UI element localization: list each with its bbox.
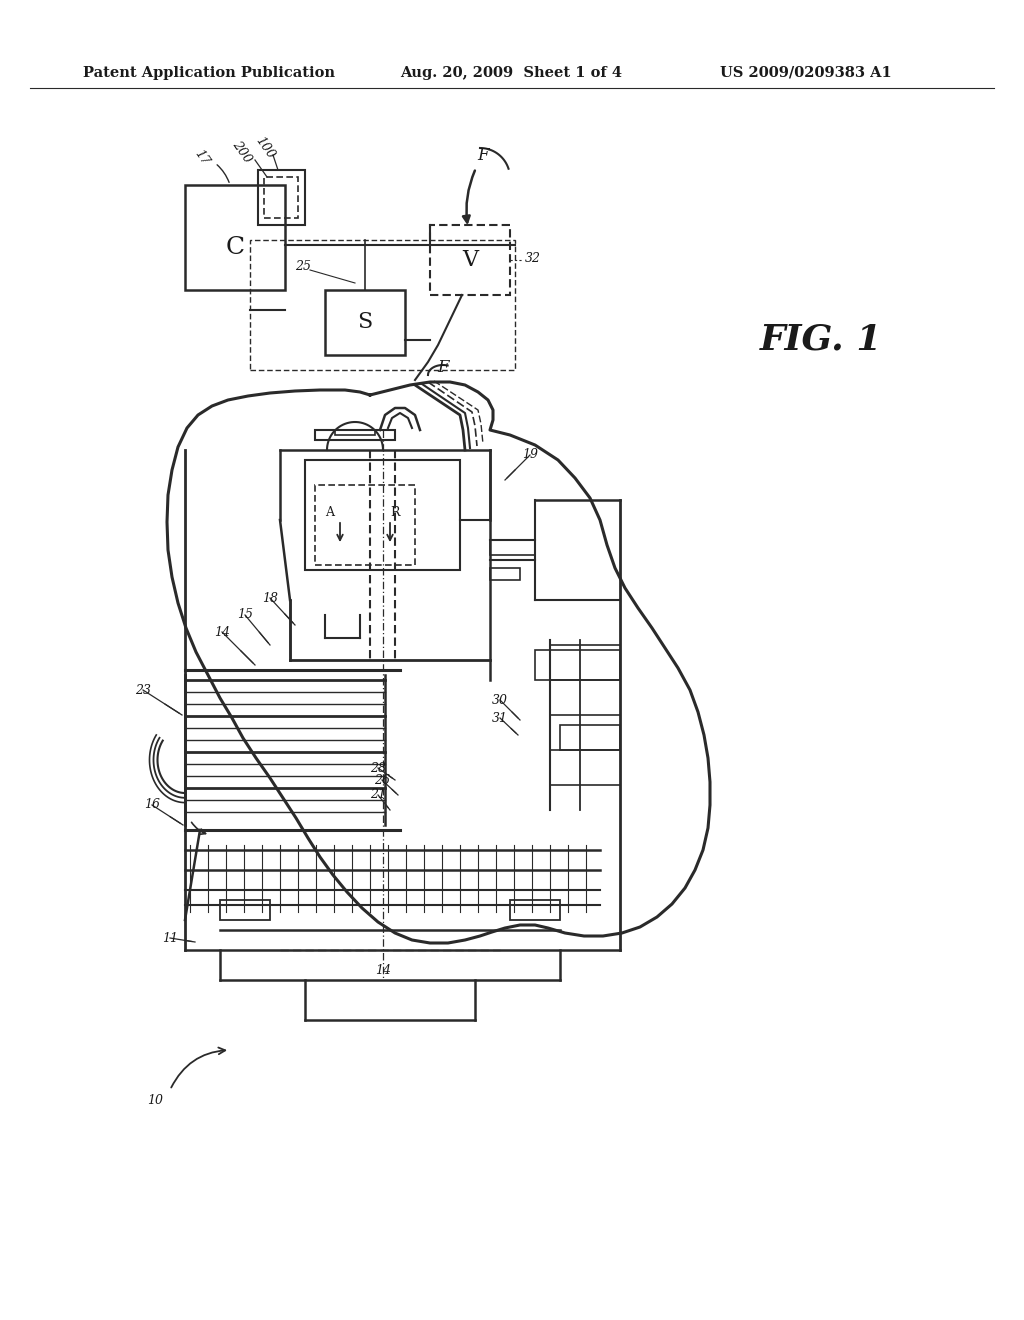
Bar — [490, 540, 535, 554]
Text: 14: 14 — [375, 964, 391, 977]
Text: 30: 30 — [492, 693, 508, 706]
Bar — [560, 725, 620, 750]
Bar — [535, 649, 620, 680]
Text: FIG. 1: FIG. 1 — [760, 323, 883, 356]
Bar — [315, 430, 395, 440]
Text: 100: 100 — [253, 135, 278, 161]
Text: 18: 18 — [262, 591, 278, 605]
Text: US 2009/0209383 A1: US 2009/0209383 A1 — [720, 66, 892, 81]
Text: 16: 16 — [144, 799, 160, 812]
Text: 15: 15 — [237, 609, 253, 622]
Text: C: C — [225, 236, 245, 259]
Text: 11: 11 — [162, 932, 178, 945]
Text: 10: 10 — [147, 1093, 163, 1106]
Text: F: F — [477, 147, 488, 164]
Text: 17: 17 — [193, 148, 212, 168]
Bar — [185, 185, 285, 290]
Text: 23: 23 — [135, 684, 151, 697]
Text: 28: 28 — [370, 762, 386, 775]
Bar — [258, 170, 305, 224]
Text: 200: 200 — [229, 139, 254, 165]
Bar — [220, 900, 270, 920]
Text: 31: 31 — [492, 711, 508, 725]
Text: 26: 26 — [374, 774, 390, 787]
Bar — [510, 900, 560, 920]
Bar — [335, 430, 375, 436]
Text: 32: 32 — [525, 252, 541, 264]
Bar — [264, 177, 298, 218]
Bar — [305, 459, 460, 570]
Text: Patent Application Publication: Patent Application Publication — [83, 66, 335, 81]
Text: A: A — [326, 506, 335, 519]
Text: F: F — [437, 359, 449, 375]
Bar — [315, 484, 415, 565]
Bar — [490, 568, 520, 579]
Text: Aug. 20, 2009  Sheet 1 of 4: Aug. 20, 2009 Sheet 1 of 4 — [400, 66, 622, 81]
Bar — [250, 240, 515, 370]
Bar — [325, 290, 406, 355]
Text: R: R — [390, 506, 399, 519]
Text: 25: 25 — [295, 260, 311, 273]
Text: S: S — [357, 312, 373, 334]
Text: 19: 19 — [522, 449, 538, 462]
Text: 14: 14 — [214, 626, 230, 639]
Text: V: V — [462, 249, 478, 271]
Bar — [430, 224, 510, 294]
Text: 21: 21 — [370, 788, 386, 801]
